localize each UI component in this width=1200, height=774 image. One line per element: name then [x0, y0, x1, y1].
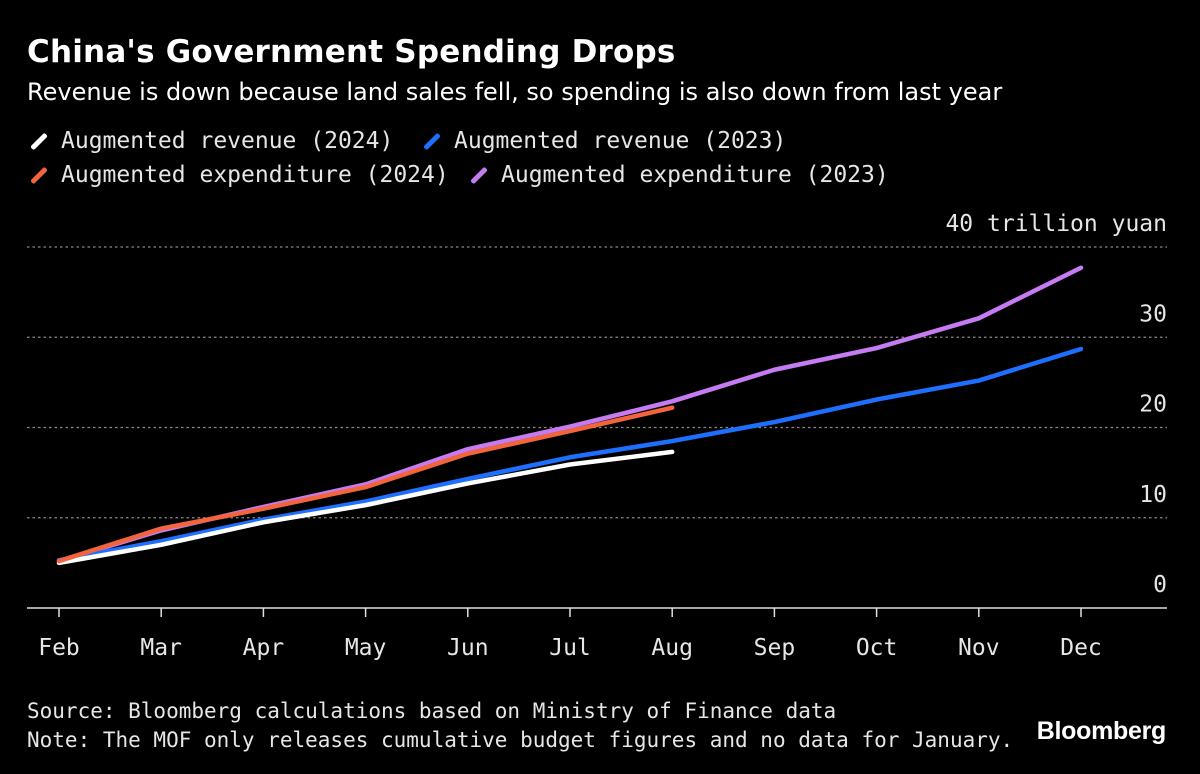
source-note: Source: Bloomberg calculations based on … [27, 699, 837, 723]
chart-title: China's Government Spending Drops [27, 34, 676, 70]
legend-label-expenditure-2023: Augmented expenditure (2023) [501, 162, 889, 188]
series-line-revenue-2023 [56, 346, 1084, 563]
x-tick-label-jul: Jul [549, 635, 591, 661]
legend-swatch-expenditure-2024 [30, 166, 48, 184]
legend-item-expenditure-2023: Augmented expenditure (2023) [467, 162, 889, 188]
x-tick-label-mar: Mar [140, 635, 182, 661]
x-tick-label-aug: Aug [651, 635, 693, 661]
x-tick-label-apr: Apr [243, 635, 285, 661]
legend-label-expenditure-2024: Augmented expenditure (2024) [61, 162, 449, 188]
x-tick-label-nov: Nov [958, 635, 1000, 661]
x-tick-label-oct: Oct [856, 635, 898, 661]
bloomberg-logo: Bloomberg [1036, 717, 1167, 745]
x-tick-label-jun: Jun [447, 635, 489, 661]
y-tick-label-20: 20 [1139, 392, 1167, 418]
legend-item-revenue-2024: Augmented revenue (2024) [27, 128, 393, 154]
x-tick-label-feb: Feb [38, 635, 80, 661]
footer: Source: Bloomberg calculations based on … [27, 697, 1013, 755]
x-tick-label-may: May [345, 635, 387, 661]
x-tick-label-dec: Dec [1060, 635, 1102, 661]
legend-label-revenue-2024: Augmented revenue (2024) [61, 128, 394, 154]
chart-subtitle: Revenue is down because land sales fell,… [27, 78, 1003, 106]
y-tick-label-40: 40 trillion yuan [945, 211, 1167, 237]
legend-item-revenue-2023: Augmented revenue (2023) [420, 128, 786, 154]
legend-swatch-revenue-2024 [30, 132, 48, 150]
series-line-revenue-2024 [56, 449, 675, 566]
legend-label-revenue-2023: Augmented revenue (2023) [454, 128, 787, 154]
x-tick-label-sep: Sep [754, 635, 796, 661]
y-tick-label-30: 30 [1139, 301, 1167, 327]
legend-item-expenditure-2024: Augmented expenditure (2024) [27, 162, 449, 188]
legend-swatch-expenditure-2023 [470, 166, 488, 184]
y-tick-label-10: 10 [1139, 482, 1167, 508]
line-chart: 0 10 20 30 40 trillion yuan Feb Mar Apr May Jun Ju… [27, 211, 1167, 661]
legend-swatch-revenue-2023 [423, 132, 441, 150]
y-tick-label-0: 0 [1153, 572, 1167, 598]
data-note: Note: The MOF only releases cumulative b… [27, 728, 1014, 752]
